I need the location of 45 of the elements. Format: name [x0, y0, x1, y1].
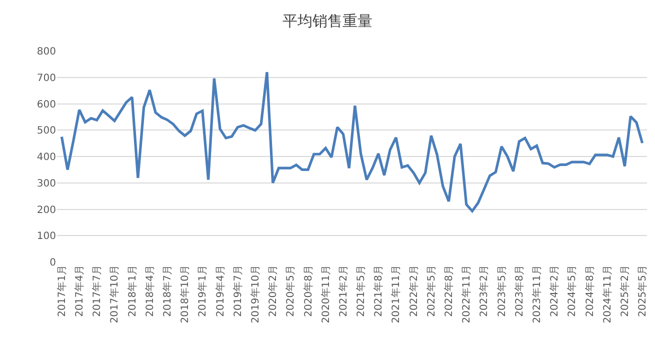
line-series — [60, 70, 644, 212]
x-tick-label: 2023年5月 — [496, 265, 508, 317]
x-tick-label: 2024年11月 — [601, 265, 614, 324]
y-tick-label: 200 — [36, 204, 56, 216]
x-tick-label: 2023年8月 — [513, 265, 526, 317]
x-tick-label: 2017年10月 — [108, 265, 121, 324]
x-tick-label: 2022年2月 — [408, 265, 420, 317]
y-tick-label: 400 — [36, 152, 56, 163]
x-tick-label: 2019年4月 — [214, 265, 226, 317]
x-tick-label: 2019年1月 — [196, 265, 209, 317]
y-tick-label: 0 — [50, 258, 56, 268]
x-tick-label: 2022年11月 — [460, 265, 473, 324]
chart-title: 平均销售重量 — [282, 12, 372, 30]
x-tick-label: 2021年5月 — [355, 265, 368, 317]
x-tick-label: 2018年10月 — [179, 265, 192, 324]
x-tick-label: 2022年8月 — [443, 265, 456, 317]
x-tick-label: 2017年7月 — [91, 265, 104, 317]
x-tick-label: 2018年1月 — [126, 265, 138, 317]
x-tick-label: 2019年10月 — [249, 265, 262, 324]
x-tick-label: 2021年11月 — [390, 265, 402, 324]
x-tick-label: 2023年11月 — [530, 265, 543, 324]
x-tick-label: 2021年8月 — [372, 265, 385, 317]
x-tick-label: 2022年5月 — [425, 265, 438, 317]
y-tick-label: 500 — [36, 126, 56, 137]
x-tick-label: 2024年8月 — [584, 265, 596, 317]
x-tick-label: 2018年7月 — [162, 265, 174, 317]
x-tick-label: 2024年2月 — [548, 265, 561, 317]
y-tick-label: 800 — [36, 46, 56, 58]
x-tick-label: 2018年4月 — [144, 265, 156, 317]
y-tick-label: 700 — [36, 72, 56, 84]
x-tick-label: 2017年1月 — [56, 265, 68, 317]
x-tick-label: 2023年2月 — [478, 265, 490, 317]
x-tick-label: 2024年5月 — [566, 265, 578, 317]
y-tick-label: 300 — [36, 178, 56, 190]
x-tick-label: 2025年5月 — [636, 265, 649, 317]
x-tick-label: 2020年2月 — [267, 265, 280, 317]
x-tick-label: 2020年5月 — [284, 265, 297, 317]
x-tick-label: 2021年2月 — [337, 265, 350, 317]
x-tick-label: 2020年11月 — [320, 265, 332, 324]
y-tick-label: 600 — [36, 99, 56, 110]
x-tick-label: 2020年8月 — [302, 265, 314, 317]
y-tick-label: 100 — [36, 231, 56, 242]
x-tick-label: 2017年4月 — [74, 265, 86, 317]
x-tick-label: 2025年2月 — [618, 265, 631, 317]
x-tick-label: 2019年7月 — [232, 265, 244, 317]
